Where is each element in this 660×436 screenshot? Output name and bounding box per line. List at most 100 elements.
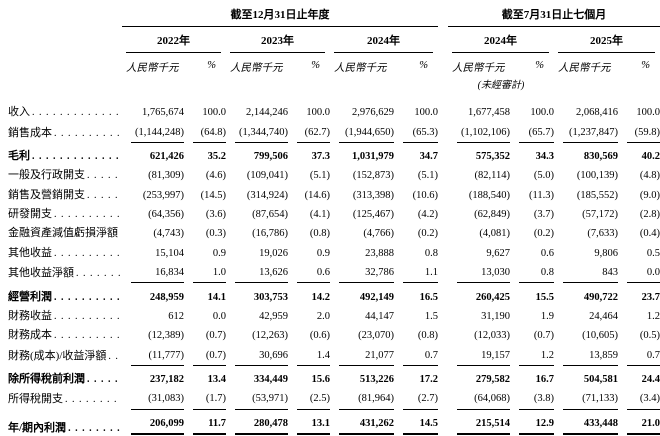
row-label: 財務(成本)/收益淨額 — [8, 346, 122, 366]
cell-amount: 490,722 — [583, 291, 618, 303]
unit-label: 人民幣千元 — [452, 63, 505, 74]
cell-percent: 0.9 — [316, 247, 330, 259]
cell-amount: (313,398) — [352, 189, 394, 201]
row-label: 研發開支 — [8, 205, 122, 224]
row-label: 收入 — [8, 103, 122, 122]
row-label: 金融資產減值虧損淨額 — [8, 224, 122, 243]
table-row: 毛利 621,426 35.2 799,506 37.3 1,031,979 34.7 575… — [8, 147, 660, 166]
unit-label: 人民幣千元 — [126, 63, 179, 74]
cell-amount: 2,068,416 — [576, 107, 618, 119]
column-spacer — [438, 307, 448, 326]
column-spacer — [438, 346, 448, 366]
row-label-text: 年/期內利潤 — [8, 421, 67, 434]
column-spacer — [438, 166, 448, 185]
cell-amount: (152,873) — [352, 170, 394, 182]
table-row: 年/期內利潤 206,099 11.7 280,478 13.1 431,262 14.5 2… — [8, 414, 660, 436]
cell-percent: 1.2 — [519, 346, 554, 366]
cell-amount: 2,976,629 — [352, 107, 394, 119]
cell-amount: (314,924) — [246, 189, 288, 201]
cell-amount: (12,389) — [148, 330, 184, 342]
row-label-text: 金融資產減值虧損淨額 — [8, 227, 118, 240]
cell-percent: 34.3 — [535, 150, 554, 162]
column-spacer — [438, 122, 448, 142]
row-label-text: 其他收益 — [8, 246, 52, 259]
row-label: 經營利潤 — [8, 287, 122, 306]
cell-amount: 1,031,979 — [352, 150, 394, 162]
table-row: 財務收益 612 0.0 42,959 2.0 44,147 1.5 31,190 1.9 24,… — [8, 307, 660, 326]
row-label-text: 財務成本 — [8, 329, 52, 342]
cell-amount: (1,344,740) — [235, 122, 288, 143]
cell-percent: (10.6) — [412, 189, 438, 201]
dot-leader — [54, 247, 120, 260]
period-group-seven-months: 截至7月31日止七個月 — [448, 6, 660, 27]
dot-leader — [68, 422, 120, 435]
column-spacer — [438, 244, 448, 263]
dot-leader — [87, 169, 120, 182]
cell-percent: (0.7) — [533, 330, 554, 342]
dot-leader — [54, 329, 120, 342]
table-row: 財務(成本)/收益淨額 (11,777) (0.7) 30,696 1.4 21,077 0… — [8, 346, 660, 366]
table-body: 收入 1,765,674 100.0 2,144,246 100.0 2,976,629 1… — [8, 103, 660, 436]
cell-amount: (253,997) — [142, 189, 184, 201]
cell-percent: (62.7) — [297, 122, 330, 143]
cell-amount: 237,182 — [149, 374, 184, 386]
row-label-text: 財務(成本)/收益淨額 — [8, 349, 107, 362]
cell-percent: 15.6 — [311, 374, 330, 386]
cell-amount: 31,190 — [481, 310, 510, 322]
period-group-header-row: 截至12月31日止年度 截至7月31日止七個月 — [8, 6, 660, 27]
table-row: 一般及行政開支 (81,309) (4.6) (109,041) (5.1) (152,8… — [8, 166, 660, 185]
cell-percent: 34.7 — [419, 150, 438, 162]
cell-percent: 100.0 — [414, 107, 438, 119]
cell-percent: (64.8) — [193, 122, 226, 143]
cell-amount: (100,139) — [576, 170, 618, 182]
cell-percent: (65.7) — [519, 122, 554, 143]
cell-amount: 21,077 — [339, 346, 394, 366]
unaudited-note: (未經審計) — [477, 80, 525, 91]
column-spacer — [438, 263, 448, 283]
cell-amount: 1,677,458 — [468, 107, 510, 119]
cell-amount: (109,041) — [246, 170, 288, 182]
cell-amount: 23,888 — [365, 247, 394, 259]
cell-amount: (7,633) — [587, 228, 618, 240]
cell-percent: 1.4 — [297, 346, 330, 366]
cell-percent: 0.8 — [519, 263, 554, 284]
cell-amount: 13,626 — [235, 263, 288, 284]
cell-amount: 13,859 — [563, 346, 618, 366]
row-label-text: 銷售及營銷開支 — [8, 188, 85, 201]
cell-amount: 843 — [563, 263, 618, 284]
cell-amount: 13,030 — [457, 263, 510, 284]
column-spacer — [438, 186, 448, 205]
row-label: 銷售成本 — [8, 122, 122, 142]
cell-percent: 100.0 — [306, 107, 330, 119]
cell-amount: 24,464 — [589, 310, 618, 322]
row-label-text: 毛利 — [8, 149, 30, 162]
table-row: 所得稅開支 (31,083) (1.7) (53,971) (2.5) (81,964) (… — [8, 389, 660, 410]
cell-amount: 30,696 — [235, 346, 288, 366]
cell-percent: (5.1) — [309, 170, 330, 182]
cell-amount: (81,309) — [148, 170, 184, 182]
row-label: 所得稅開支 — [8, 389, 122, 409]
column-spacer — [438, 147, 448, 166]
cell-amount: 215,514 — [457, 414, 510, 436]
row-label: 年/期內利潤 — [8, 414, 122, 436]
cell-amount: 303,753 — [253, 291, 288, 303]
cell-percent: (0.5) — [639, 330, 660, 342]
cell-amount: (185,552) — [576, 189, 618, 201]
row-label: 財務收益 — [8, 307, 122, 326]
column-spacer — [438, 287, 448, 306]
cell-percent: (4.8) — [639, 170, 660, 182]
column-spacer — [438, 389, 448, 409]
cell-amount: (57,172) — [582, 209, 618, 221]
cell-amount: (125,467) — [352, 209, 394, 221]
unit-label: 人民幣千元 — [230, 63, 283, 74]
table-row: 除所得稅前利潤 237,182 13.4 334,449 15.6 513,226 17.2… — [8, 370, 660, 389]
cell-percent: 21.0 — [627, 414, 660, 436]
row-label: 一般及行政開支 — [8, 166, 122, 185]
percent-label: % — [419, 60, 428, 71]
cell-percent: 0.8 — [424, 247, 438, 259]
table-row: 銷售及營銷開支 (253,997) (14.5) (314,924) (14.6) (31… — [8, 186, 660, 205]
cell-amount: 15,104 — [155, 247, 184, 259]
cell-percent: 11.7 — [193, 414, 226, 436]
year-2024-7m: 2024年 — [452, 27, 549, 53]
cell-amount: 9,627 — [486, 247, 510, 259]
